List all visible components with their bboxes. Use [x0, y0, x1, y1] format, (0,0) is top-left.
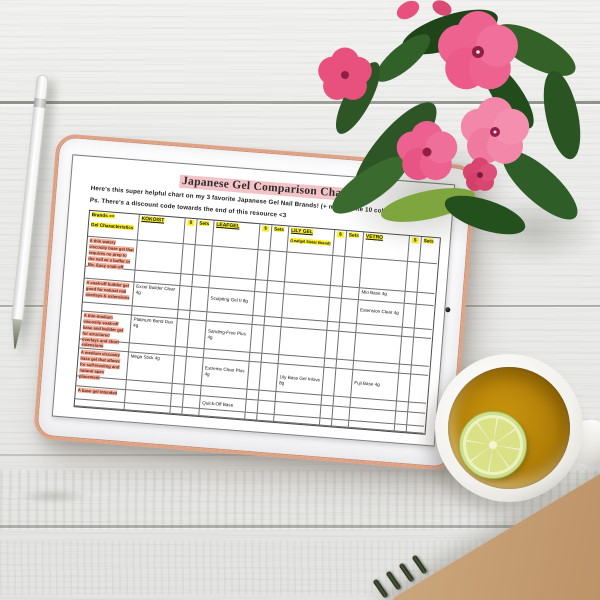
- lime-slice: [459, 411, 527, 479]
- front-camera-icon: [445, 307, 451, 313]
- tea-surface: [448, 367, 570, 489]
- pencil-band: [33, 97, 47, 109]
- product-cell-kokoist: Mega Stick 4g: [126, 352, 175, 384]
- product-cell-leafgel: Extreme Clear Plus 4g: [201, 358, 250, 390]
- spiral-coil: [398, 562, 415, 583]
- flower: [462, 157, 498, 191]
- spiral-coil: [372, 578, 389, 599]
- characteristic-cell: A medium viscosity base gel that allows …: [76, 348, 130, 381]
- flower: [318, 47, 372, 100]
- product-cell-kokoist: Platinum Bond Duo 4g: [129, 315, 178, 347]
- wood-plank-gap: [0, 525, 600, 528]
- teacup: [435, 354, 583, 502]
- flower-cluster: [318, 0, 581, 235]
- product-cell-leafgel: Sculpting Gel II 8g: [207, 288, 256, 316]
- spiral-coil: [411, 554, 428, 575]
- flower: [396, 121, 458, 181]
- brands-label: Brands =>: [91, 211, 115, 219]
- flower: [438, 11, 518, 90]
- pencil-tip: [8, 319, 23, 350]
- wood-plank-gap: [0, 101, 600, 104]
- corner-cell: Brands => Gel Characteristics: [87, 210, 140, 241]
- wood-knot: [18, 488, 88, 504]
- sets-header: Sets: [195, 219, 215, 247]
- characteristic-cell: A thin-medium viscosity soak-off base an…: [79, 311, 132, 349]
- characteristic-cell: A thin watery viscosity base gel that re…: [85, 236, 138, 271]
- product-cell-leafgel: Sanding-Free Plus 4g: [204, 321, 253, 353]
- sets-header: Sets: [270, 225, 290, 253]
- product-cell-kokoist: Excel Builder Clear 4g: [132, 282, 181, 311]
- spiral-coil: [385, 570, 402, 591]
- product-cell-lilygel: Lily Base Gel Inlove 8g: [276, 364, 325, 396]
- flower: [460, 97, 530, 164]
- product-cell-vetro: Fuji Base 4g: [351, 369, 400, 402]
- product-cell-vetro: Extension Clear 4g: [356, 300, 405, 328]
- brand-header-leafgel: LEAFGEL: [212, 220, 261, 251]
- pencil-body: [11, 74, 49, 322]
- flower-buds: [396, 0, 452, 20]
- brand-header-kokoist: KOKOIST: [137, 214, 186, 245]
